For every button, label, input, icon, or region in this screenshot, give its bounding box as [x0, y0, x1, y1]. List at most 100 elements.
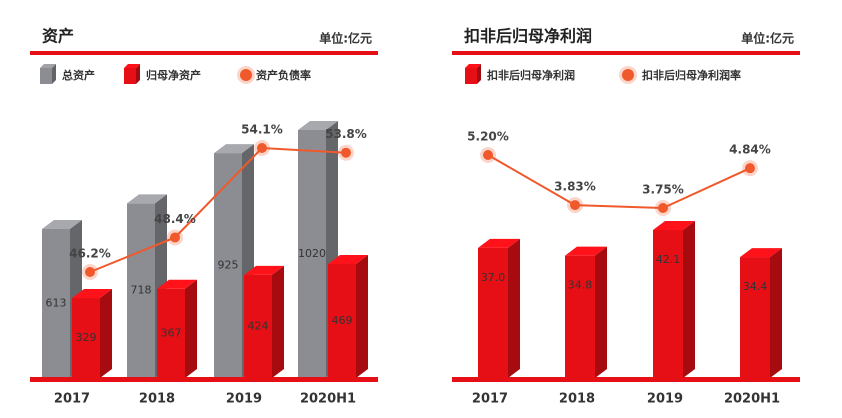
bar: [565, 246, 607, 378]
bar-top: [42, 219, 82, 229]
bar-front: [740, 257, 770, 378]
bar-side: [100, 289, 112, 378]
line-label: 53.8%: [325, 127, 367, 141]
marker: [341, 147, 351, 158]
value-label: 34.4: [743, 280, 768, 293]
x-tick-label: 2019: [226, 392, 262, 407]
bar-side: [683, 221, 695, 378]
value-label: 34.8: [568, 279, 593, 292]
legend-label: 资产负债率: [256, 68, 311, 82]
bar-top: [127, 194, 167, 204]
x-tick-label: 2020H1: [300, 392, 356, 407]
legend-label: 扣非后归母净利润率: [642, 68, 741, 82]
line-label: 54.1%: [241, 123, 283, 137]
line: [487, 154, 751, 210]
bar-top: [244, 265, 284, 275]
bar: [740, 248, 782, 378]
bar-front: [565, 255, 595, 378]
bar-top: [298, 121, 338, 130]
marker: [85, 267, 95, 277]
legend-swatch: [465, 64, 481, 68]
legend-marker: [622, 69, 634, 81]
legend-label: 扣非后归母净利润: [487, 68, 575, 82]
marker: [658, 203, 668, 213]
bar-top: [214, 144, 254, 154]
line-label: 46.2%: [69, 247, 111, 261]
bar: [653, 221, 695, 378]
x-tick-label: 2018: [139, 392, 175, 407]
bar-front: [214, 153, 242, 378]
x-tick-label: 2017: [54, 392, 90, 407]
x-tick-label: 2017: [472, 392, 508, 407]
bar: [244, 265, 284, 378]
bar-front: [244, 274, 272, 378]
bar-front: [72, 298, 100, 378]
bar-top: [72, 289, 112, 299]
value-label: 329: [76, 331, 97, 344]
unit-label: 单位:亿元: [741, 31, 794, 46]
marker: [257, 143, 267, 153]
legend-swatch: [40, 68, 52, 84]
chart-title: 扣非后归母净利润: [464, 27, 592, 46]
bar-side: [595, 246, 607, 378]
unit-label: 单位:亿元: [319, 31, 372, 46]
line-label: 48.4%: [154, 212, 196, 226]
value-label: 1020: [298, 247, 326, 260]
legend-label: 总资产: [62, 68, 95, 82]
bar-front: [42, 228, 70, 378]
legend-swatch: [477, 64, 481, 84]
x-tick-label: 2020H1: [724, 392, 780, 407]
line: [89, 146, 347, 273]
bar-front: [328, 263, 356, 378]
base-axis: [30, 377, 378, 382]
marker: [170, 232, 180, 243]
line-label: 3.83%: [554, 180, 596, 194]
bar-side: [356, 254, 368, 378]
marker: [483, 150, 493, 160]
value-label: 424: [248, 319, 269, 332]
bar: [328, 254, 368, 378]
bar-side: [508, 238, 520, 378]
bar-top: [653, 221, 695, 230]
value-label: 469: [332, 314, 353, 327]
x-tick-label: 2018: [559, 392, 595, 407]
bar: [478, 238, 520, 378]
chart-title: 资产: [42, 27, 74, 46]
bar-top: [478, 238, 520, 248]
bar-top: [740, 248, 782, 258]
bar: [157, 279, 197, 378]
marker: [745, 163, 755, 174]
line-label: 3.75%: [642, 183, 684, 197]
bar-top: [328, 254, 368, 264]
bar-front: [298, 130, 326, 378]
bar-side: [272, 265, 284, 378]
bar-front: [653, 230, 683, 378]
bar-top: [565, 246, 607, 256]
value-label: 37.0: [481, 271, 506, 284]
value-label: 367: [161, 326, 182, 339]
bar-top: [157, 279, 197, 289]
title-rule: [452, 51, 800, 55]
legend-swatch: [465, 68, 477, 84]
legend-swatch: [136, 64, 140, 84]
marker: [570, 200, 580, 211]
line-label: 5.20%: [467, 130, 509, 144]
legend-marker: [240, 69, 252, 81]
x-tick-label: 2019: [647, 392, 683, 407]
legend-swatch: [40, 64, 56, 68]
value-label: 925: [218, 259, 239, 272]
base-axis: [452, 377, 800, 382]
bar-front: [127, 203, 155, 378]
legend-swatch: [124, 64, 140, 68]
legend-swatch: [52, 64, 56, 84]
bar: [72, 289, 112, 378]
bar-side: [770, 248, 782, 378]
bar-side: [185, 279, 197, 378]
value-label: 42.1: [656, 253, 681, 266]
value-label: 718: [131, 284, 152, 297]
value-label: 613: [46, 296, 67, 309]
legend-swatch: [124, 68, 136, 84]
legend-label: 归母净资产: [146, 68, 201, 82]
bar-front: [157, 288, 185, 378]
